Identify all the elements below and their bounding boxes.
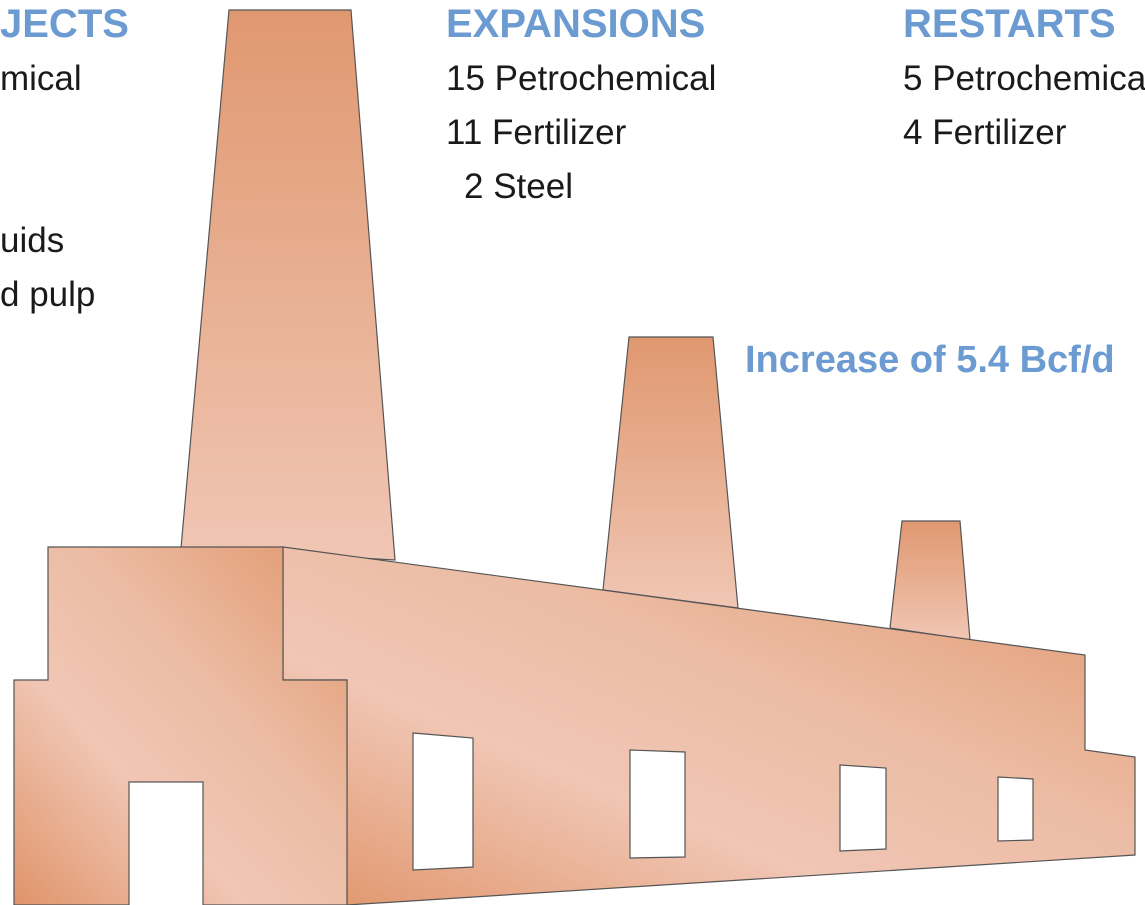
column-heading: JECTS [0,2,129,46]
column-item: 11 Fertilizer [446,113,627,152]
column-item: d pulp [0,275,95,314]
column-item: 5 Petrochemical [903,59,1145,98]
window [412,732,474,871]
window [997,776,1034,842]
column-heading: RESTARTS [903,2,1116,46]
column-item: mical [0,59,82,98]
building-front [13,546,348,905]
column-item: 2 Steel [464,167,573,206]
chimney [180,9,396,561]
column-item: 15 Petrochemical [446,59,716,98]
door [128,781,204,905]
callout: Increase of 5.4 Bcf/d [745,339,1115,381]
column-heading: EXPANSIONS [446,2,705,46]
chimney [602,336,739,609]
chimney [889,520,971,641]
window [839,764,887,852]
column-item: uids [0,221,64,260]
column-item: 4 Fertilizer [903,113,1067,152]
window [629,749,686,859]
